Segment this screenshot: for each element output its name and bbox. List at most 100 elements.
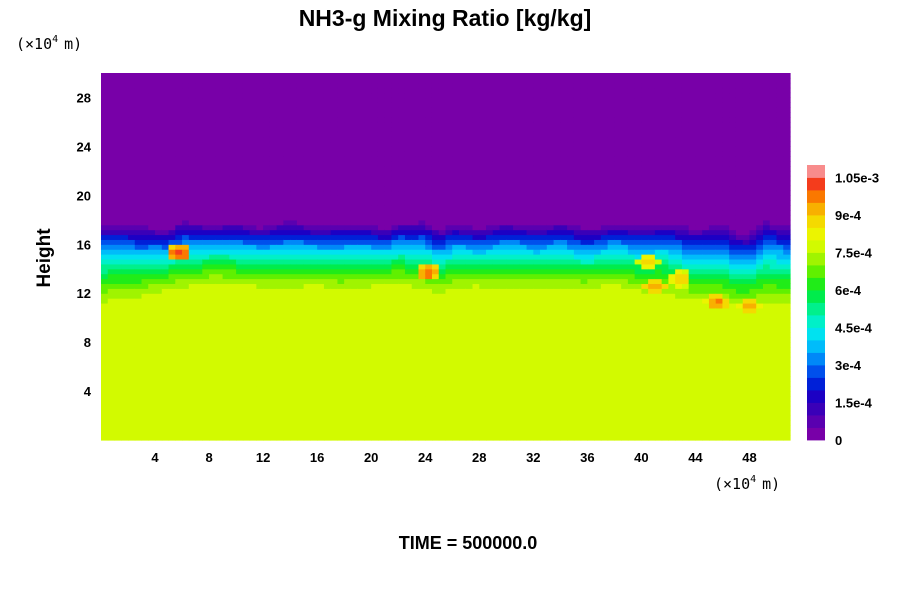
heatmap-cell: [317, 141, 325, 147]
heatmap-cell: [459, 161, 467, 167]
heatmap-cell: [445, 302, 453, 309]
heatmap-cell: [134, 195, 143, 201]
heatmap-cell: [411, 307, 420, 314]
heatmap-cell: [134, 87, 143, 94]
heatmap-cell: [404, 156, 413, 162]
heatmap-cell: [195, 239, 203, 245]
heatmap-cell: [533, 258, 541, 265]
heatmap-cell: [425, 278, 433, 285]
heatmap-cell: [182, 200, 190, 206]
heatmap-cell: [317, 239, 325, 245]
heatmap-cell: [513, 278, 521, 285]
heatmap-cell: [540, 258, 548, 265]
heatmap-cell: [337, 107, 345, 113]
heatmap-cell: [317, 371, 325, 377]
heatmap-cell: [431, 151, 440, 157]
heatmap-cell: [425, 195, 433, 201]
heatmap-cell: [499, 435, 507, 441]
heatmap-cell: [236, 205, 244, 211]
heatmap-cell: [229, 77, 237, 84]
heatmap-cell: [404, 126, 413, 133]
heatmap-cell: [445, 190, 453, 196]
heatmap-cell: [371, 268, 379, 275]
heatmap-cell: [148, 293, 156, 299]
heatmap-cell: [431, 136, 440, 143]
heatmap-cell: [438, 249, 447, 255]
heatmap-cell: [371, 180, 379, 187]
heatmap-cell: [188, 317, 197, 324]
heatmap-cell: [486, 332, 494, 338]
heatmap-cell: [452, 224, 460, 231]
heatmap-cell: [337, 112, 345, 118]
heatmap-cell: [479, 97, 487, 103]
heatmap-cell: [398, 254, 406, 260]
heatmap-cell: [283, 332, 291, 338]
heatmap-cell: [350, 200, 359, 206]
heatmap-cell: [175, 293, 183, 299]
heatmap-cell: [283, 136, 291, 143]
heatmap-cell: [431, 87, 440, 94]
heatmap-cell: [209, 141, 217, 147]
heatmap-cell: [371, 366, 379, 373]
heatmap-cell: [364, 234, 372, 240]
heatmap-cell: [168, 400, 176, 407]
heatmap-cell: [519, 268, 528, 275]
heatmap-cell: [283, 322, 291, 329]
heatmap-cell: [168, 327, 176, 333]
heatmap-cell: [290, 400, 298, 407]
heatmap-cell: [141, 366, 149, 373]
heatmap-cell: [431, 180, 440, 187]
heatmap-cell: [479, 342, 487, 348]
heatmap-cell: [161, 200, 170, 206]
heatmap-cell: [404, 244, 413, 250]
heatmap-cell: [513, 332, 521, 338]
heatmap-cell: [276, 200, 284, 206]
heatmap-cell: [438, 214, 447, 221]
heatmap-cell: [371, 219, 379, 226]
heatmap-cell: [445, 195, 453, 201]
heatmap-cell: [263, 73, 271, 79]
heatmap-cell: [134, 356, 143, 363]
heatmap-cell: [107, 190, 116, 196]
heatmap-cell: [465, 224, 474, 231]
heatmap-cell: [148, 371, 156, 377]
heatmap-cell: [384, 190, 393, 196]
heatmap-cell: [486, 391, 494, 397]
heatmap-cell: [148, 395, 156, 402]
heatmap-cell: [377, 337, 386, 343]
heatmap-cell: [506, 117, 514, 123]
heatmap-cell: [472, 317, 480, 324]
heatmap-cell: [350, 435, 359, 441]
heatmap-cell: [330, 97, 339, 103]
heatmap-cell: [236, 82, 244, 89]
heatmap-cell: [182, 263, 190, 270]
heatmap-cell: [364, 356, 372, 363]
heatmap-cell: [438, 77, 447, 84]
heatmap-cell: [513, 283, 521, 289]
heatmap-cell: [121, 420, 129, 426]
heatmap-cell: [141, 136, 149, 143]
heatmap-cell: [121, 366, 129, 373]
heatmap-cell: [404, 327, 413, 333]
heatmap-cell: [377, 405, 386, 412]
heatmap-cell: [465, 200, 474, 206]
heatmap-cell: [418, 244, 426, 250]
heatmap-cell: [330, 229, 339, 236]
heatmap-cell: [431, 263, 440, 270]
heatmap-cell: [155, 141, 163, 147]
heatmap-cell: [540, 386, 548, 392]
heatmap-cell: [155, 420, 163, 426]
heatmap-cell: [357, 317, 366, 324]
heatmap-cell: [155, 405, 163, 412]
heatmap-cell: [357, 435, 366, 441]
heatmap-cell: [459, 263, 467, 270]
heatmap-cell: [519, 214, 528, 221]
heatmap-cell: [182, 298, 190, 304]
heatmap-cell: [391, 156, 399, 162]
heatmap-cell: [459, 239, 467, 245]
heatmap-cell: [337, 165, 345, 172]
heatmap-cell: [472, 371, 480, 377]
heatmap-cell: [134, 107, 143, 113]
heatmap-cell: [141, 156, 149, 162]
heatmap-cell: [526, 273, 534, 280]
